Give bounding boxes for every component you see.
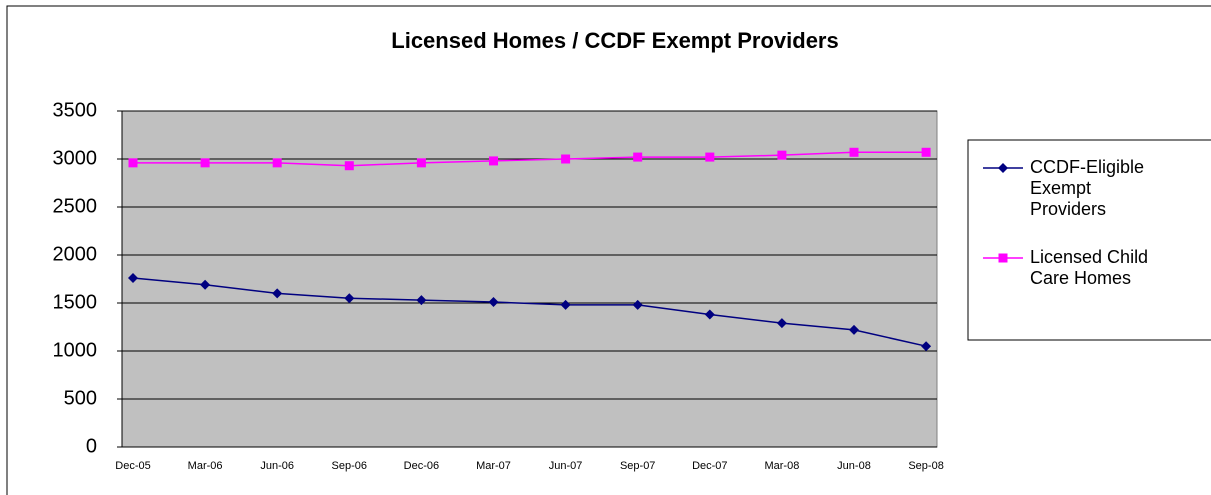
legend-marker (998, 163, 1008, 173)
data-point (416, 295, 427, 306)
data-point (272, 288, 283, 299)
x-tick-label: Dec-06 (404, 460, 439, 472)
x-tick-label: Jun-07 (549, 460, 583, 472)
data-point (200, 279, 211, 290)
data-point (921, 147, 931, 157)
data-point (633, 152, 643, 162)
data-point (560, 299, 571, 310)
y-tick-label: 0 (86, 435, 97, 457)
x-tick-label: Sep-08 (908, 460, 943, 472)
y-tick-label: 3500 (53, 99, 98, 121)
y-tick-label: 2500 (53, 195, 98, 217)
data-point (921, 341, 932, 352)
data-point (128, 273, 138, 284)
data-point (777, 150, 787, 160)
x-tick-label: Mar-06 (188, 460, 223, 472)
data-point (704, 309, 715, 320)
y-tick-label: 3000 (53, 147, 98, 169)
y-tick-label: 2000 (53, 243, 98, 265)
x-tick-label: Sep-06 (332, 460, 367, 472)
x-tick-label: Dec-07 (692, 460, 727, 472)
y-tick-label: 1500 (53, 291, 98, 313)
data-point (272, 158, 282, 168)
data-point (849, 147, 859, 157)
series-line (133, 151, 927, 167)
data-point (344, 293, 355, 304)
legend-label: Licensed Child Care Homes (1030, 247, 1149, 288)
legend-label: CCDF-Eligible Exempt Providers (1030, 157, 1145, 219)
data-point (561, 154, 571, 164)
x-tick-label: Sep-07 (620, 460, 655, 472)
chart-title: Licensed Homes / CCDF Exempt Providers (391, 28, 838, 53)
y-tick-label: 1000 (53, 339, 98, 361)
data-point (849, 324, 859, 335)
data-point (489, 156, 498, 166)
data-point (488, 297, 499, 308)
data-point (416, 158, 426, 168)
data-point (200, 158, 210, 168)
x-tick-label: Jun-08 (837, 460, 871, 472)
data-point (776, 318, 787, 329)
data-point (128, 158, 138, 168)
legend-marker (998, 253, 1008, 263)
data-point (344, 161, 354, 171)
x-tick-label: Mar-08 (764, 460, 799, 472)
plot-area (121, 110, 938, 448)
x-tick-label: Dec-05 (115, 460, 150, 472)
data-point (632, 299, 643, 310)
x-tick-label: Mar-07 (476, 460, 511, 472)
legend-box (967, 139, 1211, 341)
data-point (705, 152, 715, 162)
x-tick-label: Jun-06 (260, 460, 294, 472)
y-tick-label: 500 (64, 387, 97, 409)
series-line (132, 277, 927, 347)
